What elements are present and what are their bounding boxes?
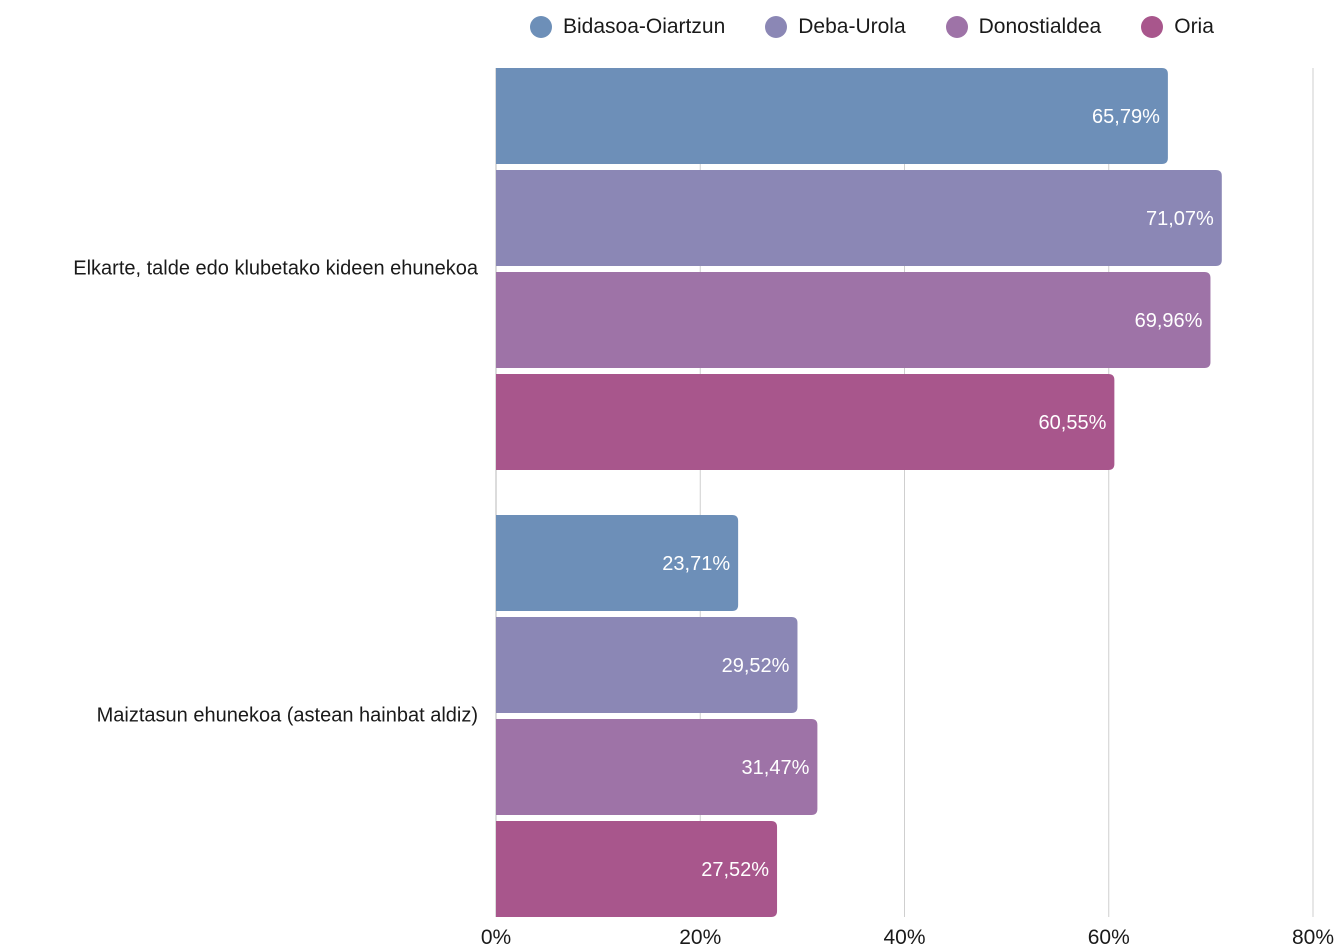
- bar[interactable]: [496, 68, 1168, 164]
- bar[interactable]: [496, 617, 798, 713]
- legend-swatch-icon: [945, 16, 968, 38]
- legend-label: Bidasoa-Oiartzun: [563, 15, 726, 38]
- legend: Bidasoa-Oiartzun Deba-Urola Donostialdea…: [530, 12, 1214, 42]
- bar[interactable]: [496, 272, 1211, 368]
- data-label: 27,52%: [701, 859, 769, 881]
- x-tick-label: 80%: [1292, 926, 1334, 946]
- x-tick-label: 0%: [481, 926, 511, 946]
- category-label-membership: Elkarte, talde edo klubetako kideen ehun…: [73, 257, 478, 280]
- bar[interactable]: [496, 170, 1222, 266]
- data-label: 31,47%: [742, 757, 810, 779]
- legend-swatch-icon: [530, 16, 552, 38]
- data-label: 69,96%: [1135, 310, 1203, 332]
- x-tick-label: 20%: [679, 926, 721, 946]
- data-label: 71,07%: [1146, 208, 1214, 230]
- bar[interactable]: [496, 719, 818, 815]
- data-label: 65,79%: [1092, 106, 1160, 128]
- data-label: 23,71%: [662, 553, 730, 575]
- category-label-frequency: Maiztasun ehunekoa (astean hainbat aldiz…: [96, 704, 478, 727]
- bar[interactable]: [496, 374, 1115, 470]
- data-label: 29,52%: [722, 655, 790, 677]
- legend-item-bidasoa-oiartzun[interactable]: Bidasoa-Oiartzun: [530, 15, 725, 39]
- legend-label: Oria: [1174, 15, 1214, 38]
- legend-label: Donostialdea: [978, 15, 1102, 38]
- x-tick-label: 60%: [1088, 926, 1130, 946]
- legend-item-donostialdea[interactable]: Donostialdea: [945, 15, 1102, 39]
- bar[interactable]: [496, 821, 778, 917]
- legend-item-oria[interactable]: Oria: [1141, 15, 1214, 39]
- legend-item-deba-urola[interactable]: Deba-Urola: [765, 15, 906, 39]
- data-label: 60,55%: [1039, 412, 1107, 434]
- legend-swatch-icon: [1141, 16, 1164, 38]
- legend-swatch-icon: [765, 16, 788, 38]
- x-tick-label: 40%: [883, 926, 925, 946]
- legend-label: Deba-Urola: [798, 15, 906, 38]
- bar[interactable]: [496, 515, 739, 611]
